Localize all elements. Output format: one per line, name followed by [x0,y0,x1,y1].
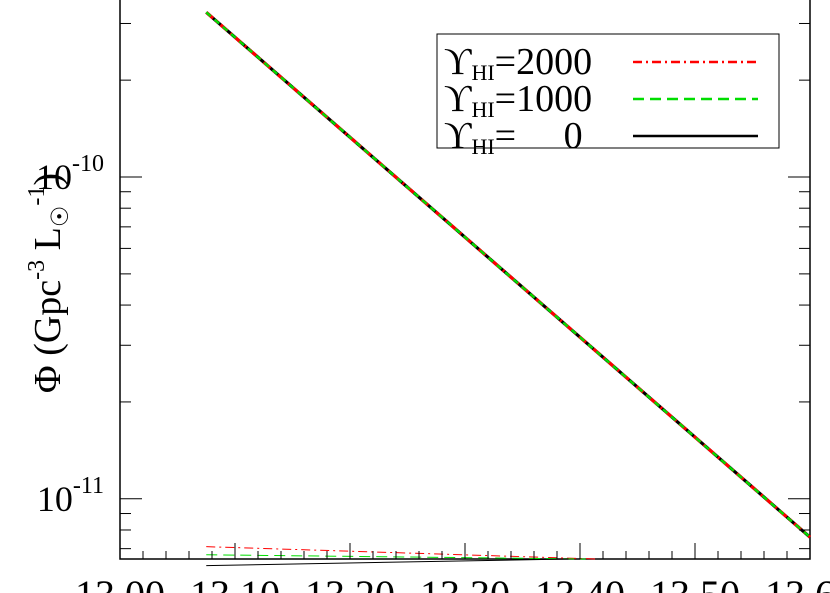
legend-box [436,33,780,149]
y-axis-label: Φ (Gpc-3 L☉-1) [24,173,74,393]
legend-label: ϒHI=2000 [444,41,592,85]
x-tick-label: 13.60 [765,572,830,593]
series-line-thin-solid [206,558,569,567]
ticks-group: 13.00 13.10 13.20 13.30 13.40 13.50 13.60 10-11… [36,22,830,593]
x-tick-label: 13.40 [535,572,625,593]
y-tick-label: 10-10 [36,151,104,197]
series-line-thick-dashed [205,11,811,539]
legend-label: ϒHI= 0 [444,115,583,159]
x-tick-label: 13.10 [190,572,280,593]
series-group [205,11,812,567]
y-tick-label: 10-11 [37,473,104,519]
x-tick-label: 13.20 [305,572,395,593]
x-tick-label: 13.50 [650,572,740,593]
x-tick-label: 13.30 [420,572,510,593]
series-line-thin-dash-dot [206,546,597,560]
legend-label: ϒHI=1000 [444,78,592,122]
x-tick-label: 13.00 [75,572,165,593]
